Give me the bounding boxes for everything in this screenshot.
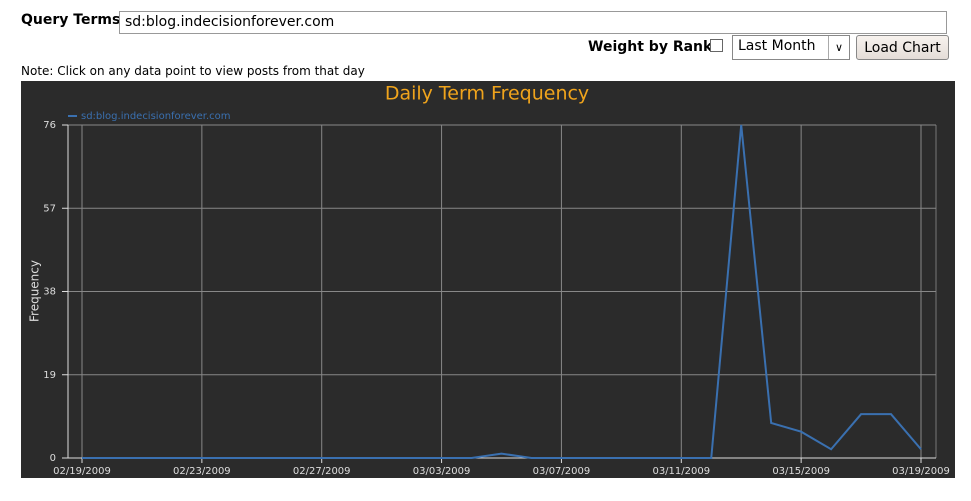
y-tick-label: 57 bbox=[43, 203, 56, 214]
load-button[interactable]: Load Chart bbox=[856, 35, 949, 60]
weight-checkbox[interactable] bbox=[710, 39, 723, 52]
y-tick-label: 0 bbox=[50, 453, 56, 464]
x-tick-label: 03/11/2009 bbox=[652, 466, 710, 477]
legend-label: sd:blog.indecisionforever.com bbox=[81, 111, 231, 122]
x-tick-label: 03/19/2009 bbox=[892, 466, 950, 477]
y-axis-label: Frequency bbox=[28, 260, 42, 322]
x-tick-label: 02/19/2009 bbox=[53, 466, 111, 477]
chart-background bbox=[21, 81, 955, 478]
chart-title: Daily Term Frequency bbox=[385, 83, 589, 105]
x-tick-label: 02/23/2009 bbox=[173, 466, 231, 477]
range-value: Last Month bbox=[738, 38, 816, 54]
y-tick-label: 19 bbox=[43, 370, 56, 381]
chart: Daily Term Frequency Frequency 0 19 38 57 76… bbox=[21, 81, 955, 478]
select-arrow: ∨ bbox=[828, 36, 849, 59]
range-select[interactable]: Last Month ∨ bbox=[732, 35, 850, 60]
x-tick-label: 03/07/2009 bbox=[533, 466, 591, 477]
x-tick-label: 03/03/2009 bbox=[413, 466, 471, 477]
x-tick-label: 03/15/2009 bbox=[772, 466, 830, 477]
data-line bbox=[82, 124, 922, 459]
x-tick-label: 02/27/2009 bbox=[293, 466, 351, 477]
weight-label: Weight by Rank: bbox=[588, 39, 718, 55]
y-tick-label: 76 bbox=[43, 120, 56, 131]
query-label: Query Terms: bbox=[21, 12, 126, 28]
note: Note: Click on any data point to view po… bbox=[21, 64, 365, 78]
query-input[interactable]: sd:blog.indecisionforever.com bbox=[119, 11, 947, 34]
y-tick-label: 38 bbox=[43, 287, 56, 298]
